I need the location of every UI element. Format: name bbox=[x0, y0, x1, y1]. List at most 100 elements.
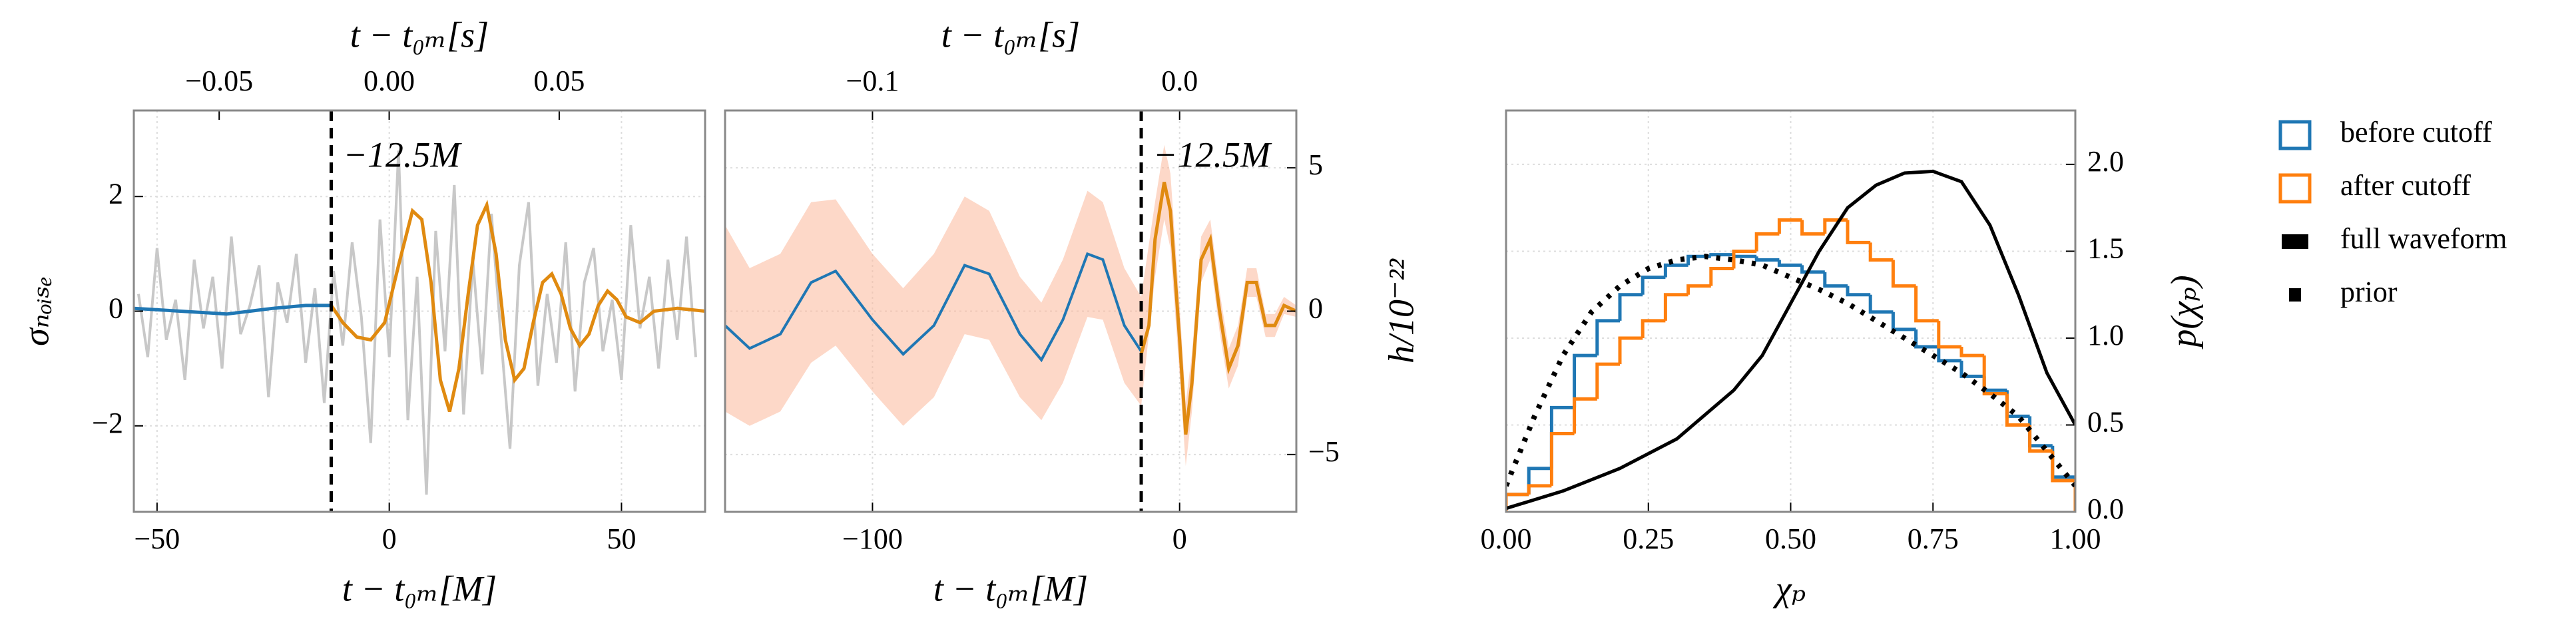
histogram-step bbox=[1937, 320, 1961, 349]
x-tick-label: 0.00 bbox=[1481, 523, 1532, 555]
x-tick-label: 1.00 bbox=[2050, 523, 2101, 555]
x-tick-label: 0.50 bbox=[1765, 523, 1816, 555]
plot-area bbox=[725, 110, 1296, 512]
x-tick-label: 50 bbox=[607, 523, 636, 555]
x2-tick-label: 0.0 bbox=[1161, 65, 1198, 97]
histogram-step bbox=[1686, 254, 1711, 266]
histogram-step bbox=[1663, 293, 1688, 321]
histogram-step bbox=[1573, 397, 1597, 434]
x-tick-label: 0 bbox=[382, 523, 397, 555]
histogram-step bbox=[1777, 218, 1802, 234]
series-line bbox=[1506, 254, 2075, 488]
y-tick-label: 1.5 bbox=[2087, 232, 2124, 265]
x2-axis-label: t − t₀ₘ[s] bbox=[941, 15, 1080, 55]
x2-tick-label: −0.1 bbox=[846, 65, 900, 97]
x-axis-label: t − t₀ₘ[M] bbox=[342, 568, 497, 608]
histogram-step bbox=[1754, 232, 1780, 252]
posterior-band bbox=[725, 144, 1296, 467]
y-axis-label: p(χₚ) bbox=[2163, 275, 2203, 349]
histogram-step bbox=[2028, 425, 2053, 453]
y-tick-label: 1.0 bbox=[2087, 319, 2124, 351]
y-tick-label: 0 bbox=[109, 292, 123, 325]
histogram-step bbox=[1732, 249, 1757, 269]
histogram-step bbox=[1573, 353, 1597, 408]
y-tick-label: −2 bbox=[92, 407, 123, 439]
x2-tick-label: 0.05 bbox=[533, 65, 585, 97]
axes-frame bbox=[724, 109, 1298, 513]
histogram-step bbox=[1527, 484, 1552, 495]
histogram-step bbox=[1527, 467, 1552, 495]
y-tick-label: 2.0 bbox=[2087, 145, 2124, 178]
histogram-step bbox=[1959, 347, 1985, 357]
histogram-step bbox=[1800, 265, 1825, 274]
histogram-step bbox=[1982, 355, 2007, 395]
histogram-step bbox=[1959, 360, 1985, 378]
histogram-step bbox=[1937, 347, 1961, 363]
histogram-step bbox=[1754, 256, 1780, 262]
x-tick-label: 0.75 bbox=[1908, 523, 1959, 555]
histogram-step bbox=[1506, 493, 1529, 512]
y-axis-label: σₙₒᵢₛₑ bbox=[16, 276, 56, 346]
histogram-step bbox=[1732, 254, 1757, 258]
x2-axis-label: t − t₀ₘ[s] bbox=[350, 15, 489, 55]
histogram-step bbox=[1846, 286, 1871, 297]
cutoff-label: −12.5M bbox=[1153, 134, 1272, 174]
histogram-step bbox=[1868, 294, 1894, 314]
series-line bbox=[134, 304, 332, 316]
legend-swatch bbox=[2278, 120, 2312, 150]
legend-label: prior bbox=[2340, 276, 2398, 308]
histogram-step bbox=[2005, 393, 2030, 427]
series-line bbox=[330, 199, 705, 413]
y-tick-label: 0.0 bbox=[2087, 493, 2124, 525]
x-tick-label: 0.25 bbox=[1623, 523, 1674, 555]
legend-swatch bbox=[2289, 288, 2301, 302]
y-tick-label: 2 bbox=[109, 177, 123, 210]
x2-tick-label: −0.05 bbox=[185, 65, 253, 97]
histogram-step bbox=[1618, 293, 1643, 321]
histogram-step bbox=[1800, 220, 1825, 236]
histogram-step bbox=[1982, 376, 2007, 392]
y-tick-label: 0 bbox=[1308, 292, 1323, 325]
histogram-step bbox=[1891, 312, 1916, 331]
histogram-step bbox=[1549, 432, 1575, 486]
histogram-step bbox=[1868, 242, 1894, 262]
plot-area bbox=[134, 110, 705, 512]
histogram-step bbox=[1777, 260, 1802, 267]
x-tick-label: −50 bbox=[134, 523, 180, 555]
cutoff-label: −12.5M bbox=[343, 134, 462, 174]
legend-swatch bbox=[2282, 234, 2308, 249]
histogram-step bbox=[2051, 445, 2075, 512]
series-line bbox=[725, 252, 1143, 363]
legend-label: before cutoff bbox=[2340, 116, 2492, 148]
histogram-step bbox=[1663, 263, 1688, 278]
plot-area bbox=[1506, 110, 2075, 512]
legend-label: after cutoff bbox=[2340, 169, 2471, 202]
series-line bbox=[1139, 182, 1296, 435]
legend-label: full waveform bbox=[2340, 222, 2507, 255]
histogram-step bbox=[1914, 329, 1939, 349]
x2-tick-label: 0.00 bbox=[364, 65, 415, 97]
x-tick-label: 0 bbox=[1172, 523, 1187, 555]
x-tick-label: −100 bbox=[842, 523, 903, 555]
axes-frame bbox=[132, 109, 706, 513]
x-axis-label: t − t₀ₘ[M] bbox=[933, 568, 1088, 608]
y-tick-label: 0.5 bbox=[2087, 406, 2124, 439]
axes-frame bbox=[1505, 109, 2077, 513]
histogram-step bbox=[2028, 416, 2053, 448]
y-axis-label: h/10⁻²² bbox=[1381, 258, 1421, 363]
histogram-step bbox=[1891, 260, 1916, 288]
histogram-step bbox=[2051, 451, 2075, 512]
x-axis-label: χₚ bbox=[1772, 568, 1806, 608]
legend-swatch bbox=[2278, 173, 2312, 204]
histogram-step bbox=[1823, 272, 1848, 288]
histogram-step bbox=[1641, 276, 1666, 295]
histogram-step bbox=[1618, 336, 1643, 365]
y-tick-label: −5 bbox=[1308, 435, 1340, 468]
histogram-step bbox=[1846, 220, 1871, 244]
histogram-step bbox=[1641, 319, 1666, 338]
histogram-step bbox=[1914, 286, 1939, 323]
histogram-step bbox=[1709, 267, 1734, 286]
histogram-step bbox=[1595, 362, 1620, 399]
y-tick-label: 5 bbox=[1308, 148, 1323, 181]
